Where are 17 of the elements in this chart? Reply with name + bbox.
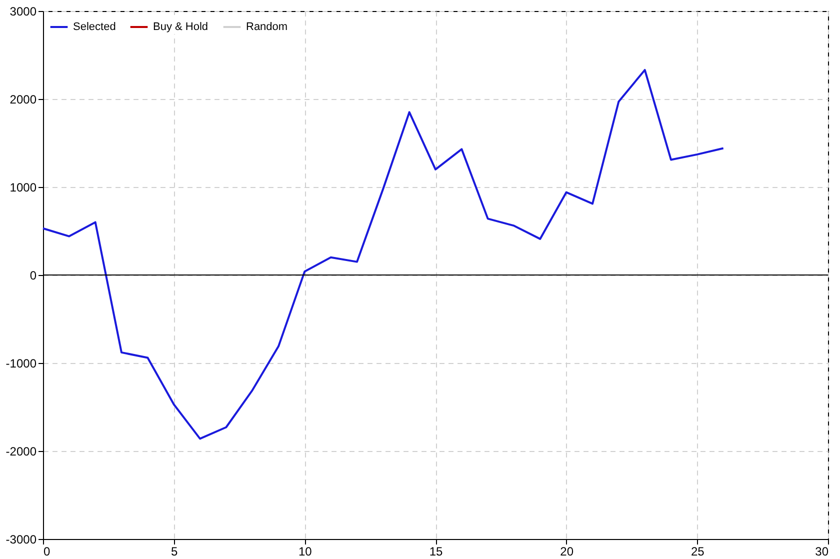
x-tick-label: 15 <box>429 544 443 558</box>
legend-label: Random <box>246 21 288 33</box>
x-tick-label: 0 <box>44 544 50 558</box>
y-tick-label: 3000 <box>10 4 37 18</box>
y-tick-label: -1000 <box>6 356 37 370</box>
y-tick-label: 1000 <box>10 180 37 194</box>
x-tick-label: 10 <box>298 544 312 558</box>
x-tick-label: 30 <box>815 544 829 558</box>
y-tick-label: 2000 <box>10 92 37 106</box>
x-tick-label: 25 <box>690 544 705 558</box>
legend-label: Selected <box>73 21 116 33</box>
y-tick-label: -2000 <box>6 444 37 458</box>
y-tick-label: -3000 <box>6 532 37 546</box>
y-tick-label: 0 <box>30 268 37 282</box>
x-tick-label: 20 <box>560 544 574 558</box>
x-tick-label: 5 <box>170 544 178 558</box>
legend-label: Buy & Hold <box>153 21 208 33</box>
